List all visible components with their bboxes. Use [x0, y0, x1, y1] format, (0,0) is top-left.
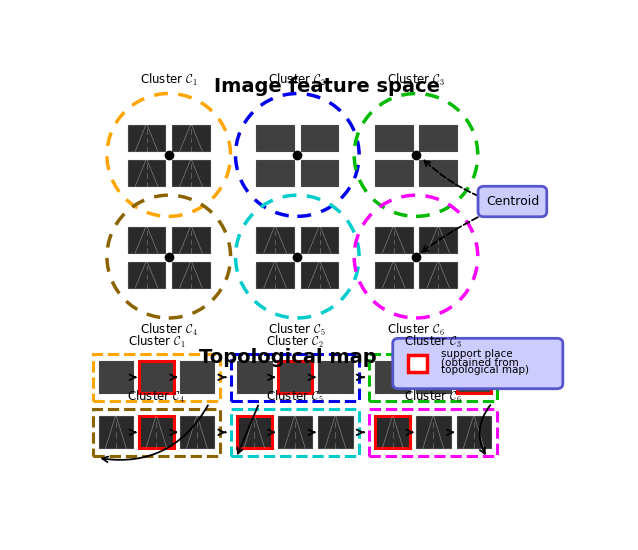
- Bar: [128, 125, 165, 151]
- Bar: [416, 416, 450, 448]
- Bar: [300, 262, 338, 288]
- Bar: [172, 227, 210, 253]
- Bar: [256, 262, 294, 288]
- Bar: [419, 160, 457, 186]
- Bar: [256, 227, 294, 253]
- Bar: [416, 361, 450, 393]
- Text: Cluster $\mathcal{C}_1$: Cluster $\mathcal{C}_1$: [140, 73, 198, 89]
- Bar: [419, 125, 457, 151]
- Bar: [128, 227, 165, 253]
- Bar: [300, 160, 338, 186]
- Bar: [237, 416, 272, 448]
- FancyBboxPatch shape: [393, 338, 563, 389]
- Bar: [419, 227, 457, 253]
- Text: Cluster $\mathcal{C}_3$: Cluster $\mathcal{C}_3$: [387, 73, 445, 89]
- Bar: [180, 416, 214, 448]
- Bar: [278, 416, 312, 448]
- Text: Topological map: Topological map: [198, 348, 376, 367]
- Bar: [375, 262, 413, 288]
- FancyBboxPatch shape: [478, 186, 547, 217]
- Text: Cluster $\mathcal{C}_2$: Cluster $\mathcal{C}_2$: [266, 334, 323, 350]
- Text: Cluster $\mathcal{C}_2$: Cluster $\mathcal{C}_2$: [269, 73, 326, 89]
- Bar: [139, 416, 174, 448]
- Bar: [256, 125, 294, 151]
- Text: Cluster $\mathcal{C}_5$: Cluster $\mathcal{C}_5$: [269, 322, 326, 338]
- Text: Centroid: Centroid: [486, 195, 539, 208]
- Text: Cluster $\mathcal{C}_3$: Cluster $\mathcal{C}_3$: [404, 334, 463, 350]
- Text: Cluster $\mathcal{C}_5$: Cluster $\mathcal{C}_5$: [266, 389, 323, 405]
- Bar: [98, 361, 133, 393]
- Bar: [256, 160, 294, 186]
- Bar: [128, 262, 165, 288]
- Bar: [375, 361, 410, 393]
- Bar: [172, 262, 210, 288]
- Bar: [375, 125, 413, 151]
- Text: Cluster $\mathcal{C}_6$: Cluster $\mathcal{C}_6$: [387, 322, 445, 338]
- Bar: [128, 160, 165, 186]
- Bar: [375, 227, 413, 253]
- Bar: [300, 227, 338, 253]
- Text: Cluster $\mathcal{C}_4$: Cluster $\mathcal{C}_4$: [128, 389, 186, 405]
- Text: (obtained from: (obtained from: [441, 358, 519, 367]
- Bar: [375, 416, 410, 448]
- Bar: [457, 416, 491, 448]
- Text: Cluster $\mathcal{C}_1$: Cluster $\mathcal{C}_1$: [128, 334, 185, 350]
- Text: Cluster $\mathcal{C}_6$: Cluster $\mathcal{C}_6$: [404, 389, 463, 405]
- Bar: [419, 262, 457, 288]
- Bar: [139, 361, 174, 393]
- Bar: [237, 361, 272, 393]
- Bar: [375, 160, 413, 186]
- Bar: [172, 160, 210, 186]
- Bar: [457, 361, 491, 393]
- Bar: [98, 416, 133, 448]
- Bar: [300, 125, 338, 151]
- Text: Cluster $\mathcal{C}_4$: Cluster $\mathcal{C}_4$: [140, 322, 198, 338]
- Bar: [318, 361, 353, 393]
- Bar: [172, 125, 210, 151]
- Bar: [318, 416, 353, 448]
- Bar: [278, 361, 312, 393]
- Bar: [408, 355, 427, 372]
- Text: support place: support place: [441, 349, 512, 359]
- Text: topological map): topological map): [441, 365, 529, 375]
- Text: Image feature space: Image feature space: [214, 76, 440, 96]
- Bar: [180, 361, 214, 393]
